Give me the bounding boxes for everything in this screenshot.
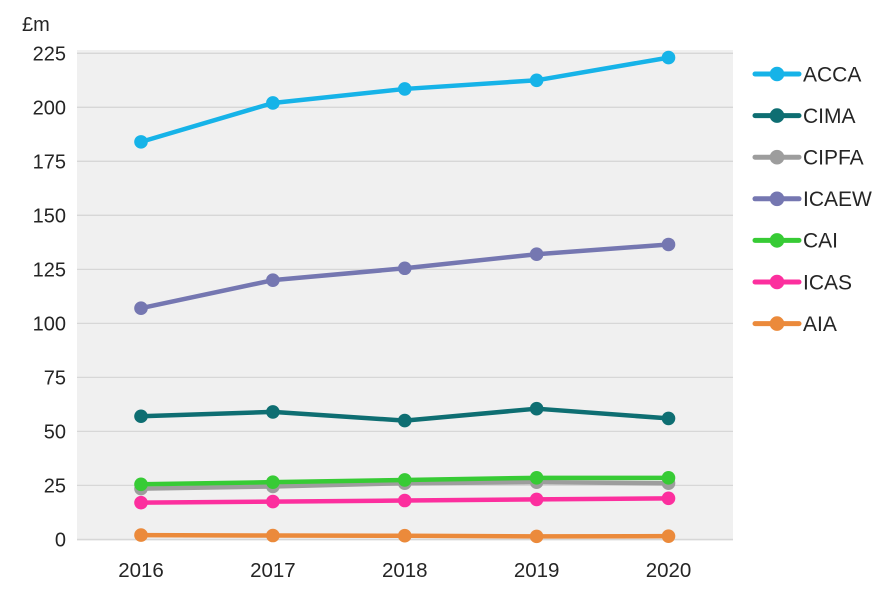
x-axis-tick-label: 2020	[646, 559, 692, 582]
y-axis-unit-label: £m	[22, 14, 50, 36]
legend-label: ACCA	[803, 63, 861, 86]
data-point-acca	[529, 73, 544, 88]
data-point-aia	[266, 528, 280, 543]
data-point-icaew	[134, 301, 148, 316]
legend-item-cipfa: CIPFA	[752, 147, 864, 170]
legend-item-cima: CIMA	[752, 105, 856, 128]
data-point-icas	[397, 493, 412, 508]
data-point-icaew	[661, 237, 676, 252]
x-axis-tick-label: 2016	[118, 559, 164, 582]
data-point-cai	[134, 477, 148, 492]
y-axis-tick-label: 100	[33, 313, 66, 335]
data-point-cima	[661, 411, 676, 426]
y-axis-tick-label: 0	[55, 529, 66, 551]
data-point-acca	[134, 135, 148, 149]
data-point-acca	[661, 50, 676, 65]
legend-item-aia: AIA	[752, 313, 837, 336]
legend-marker-dot	[769, 233, 785, 248]
legend-label: CIPFA	[803, 147, 864, 170]
legend-label: ICAEW	[803, 188, 872, 211]
y-axis-tick-label: 25	[44, 475, 66, 497]
legend-label: ICAS	[803, 271, 852, 294]
legend-label: CIMA	[803, 105, 856, 128]
legend-marker-dot	[769, 274, 785, 290]
data-point-acca	[397, 82, 412, 96]
data-point-cai	[266, 475, 280, 489]
data-point-cima	[266, 405, 280, 419]
y-axis-tick-label: 175	[33, 151, 66, 173]
legend-label: CAI	[803, 230, 838, 253]
y-axis-tick-label: 50	[44, 421, 66, 443]
x-axis-tick-label: 2018	[382, 559, 428, 582]
data-point-icas	[661, 491, 676, 506]
data-point-cima	[134, 409, 148, 424]
data-point-aia	[397, 528, 412, 543]
legend-marker-dot	[769, 66, 785, 82]
data-point-acca	[266, 96, 280, 110]
data-point-aia	[661, 529, 676, 543]
y-axis-tick-label: 225	[33, 43, 66, 65]
legend-item-acca: ACCA	[752, 63, 861, 86]
y-axis-tick-label: 125	[33, 259, 66, 281]
legend-marker-dot	[769, 149, 785, 165]
y-axis-tick-label: 75	[44, 367, 66, 389]
data-point-aia	[529, 529, 544, 544]
data-point-icaew	[266, 273, 280, 287]
y-axis-tick-label: 200	[33, 97, 66, 119]
x-axis-tick-label: 2019	[514, 559, 560, 582]
legend-item-icaew: ICAEW	[752, 188, 872, 211]
legend-item-icas: ICAS	[752, 271, 852, 294]
data-point-icaew	[397, 261, 412, 276]
data-point-cima	[529, 401, 544, 416]
legend-label: AIA	[803, 313, 837, 336]
data-point-cai	[529, 471, 544, 485]
data-point-cima	[397, 413, 412, 428]
data-point-cai	[397, 473, 412, 487]
legend-item-cai: CAI	[752, 230, 838, 253]
data-point-cai	[661, 471, 676, 485]
data-point-icas	[266, 494, 280, 509]
plot-area	[77, 50, 733, 541]
data-point-icaew	[529, 247, 544, 262]
y-axis-tick-label: 150	[33, 205, 66, 227]
legend-marker-dot	[769, 108, 785, 123]
legend-marker-dot	[769, 316, 785, 331]
data-point-aia	[134, 528, 148, 542]
data-point-icas	[134, 495, 148, 510]
data-point-icas	[529, 492, 544, 507]
legend-marker-dot	[769, 191, 785, 207]
x-axis-tick-label: 2017	[250, 559, 296, 582]
